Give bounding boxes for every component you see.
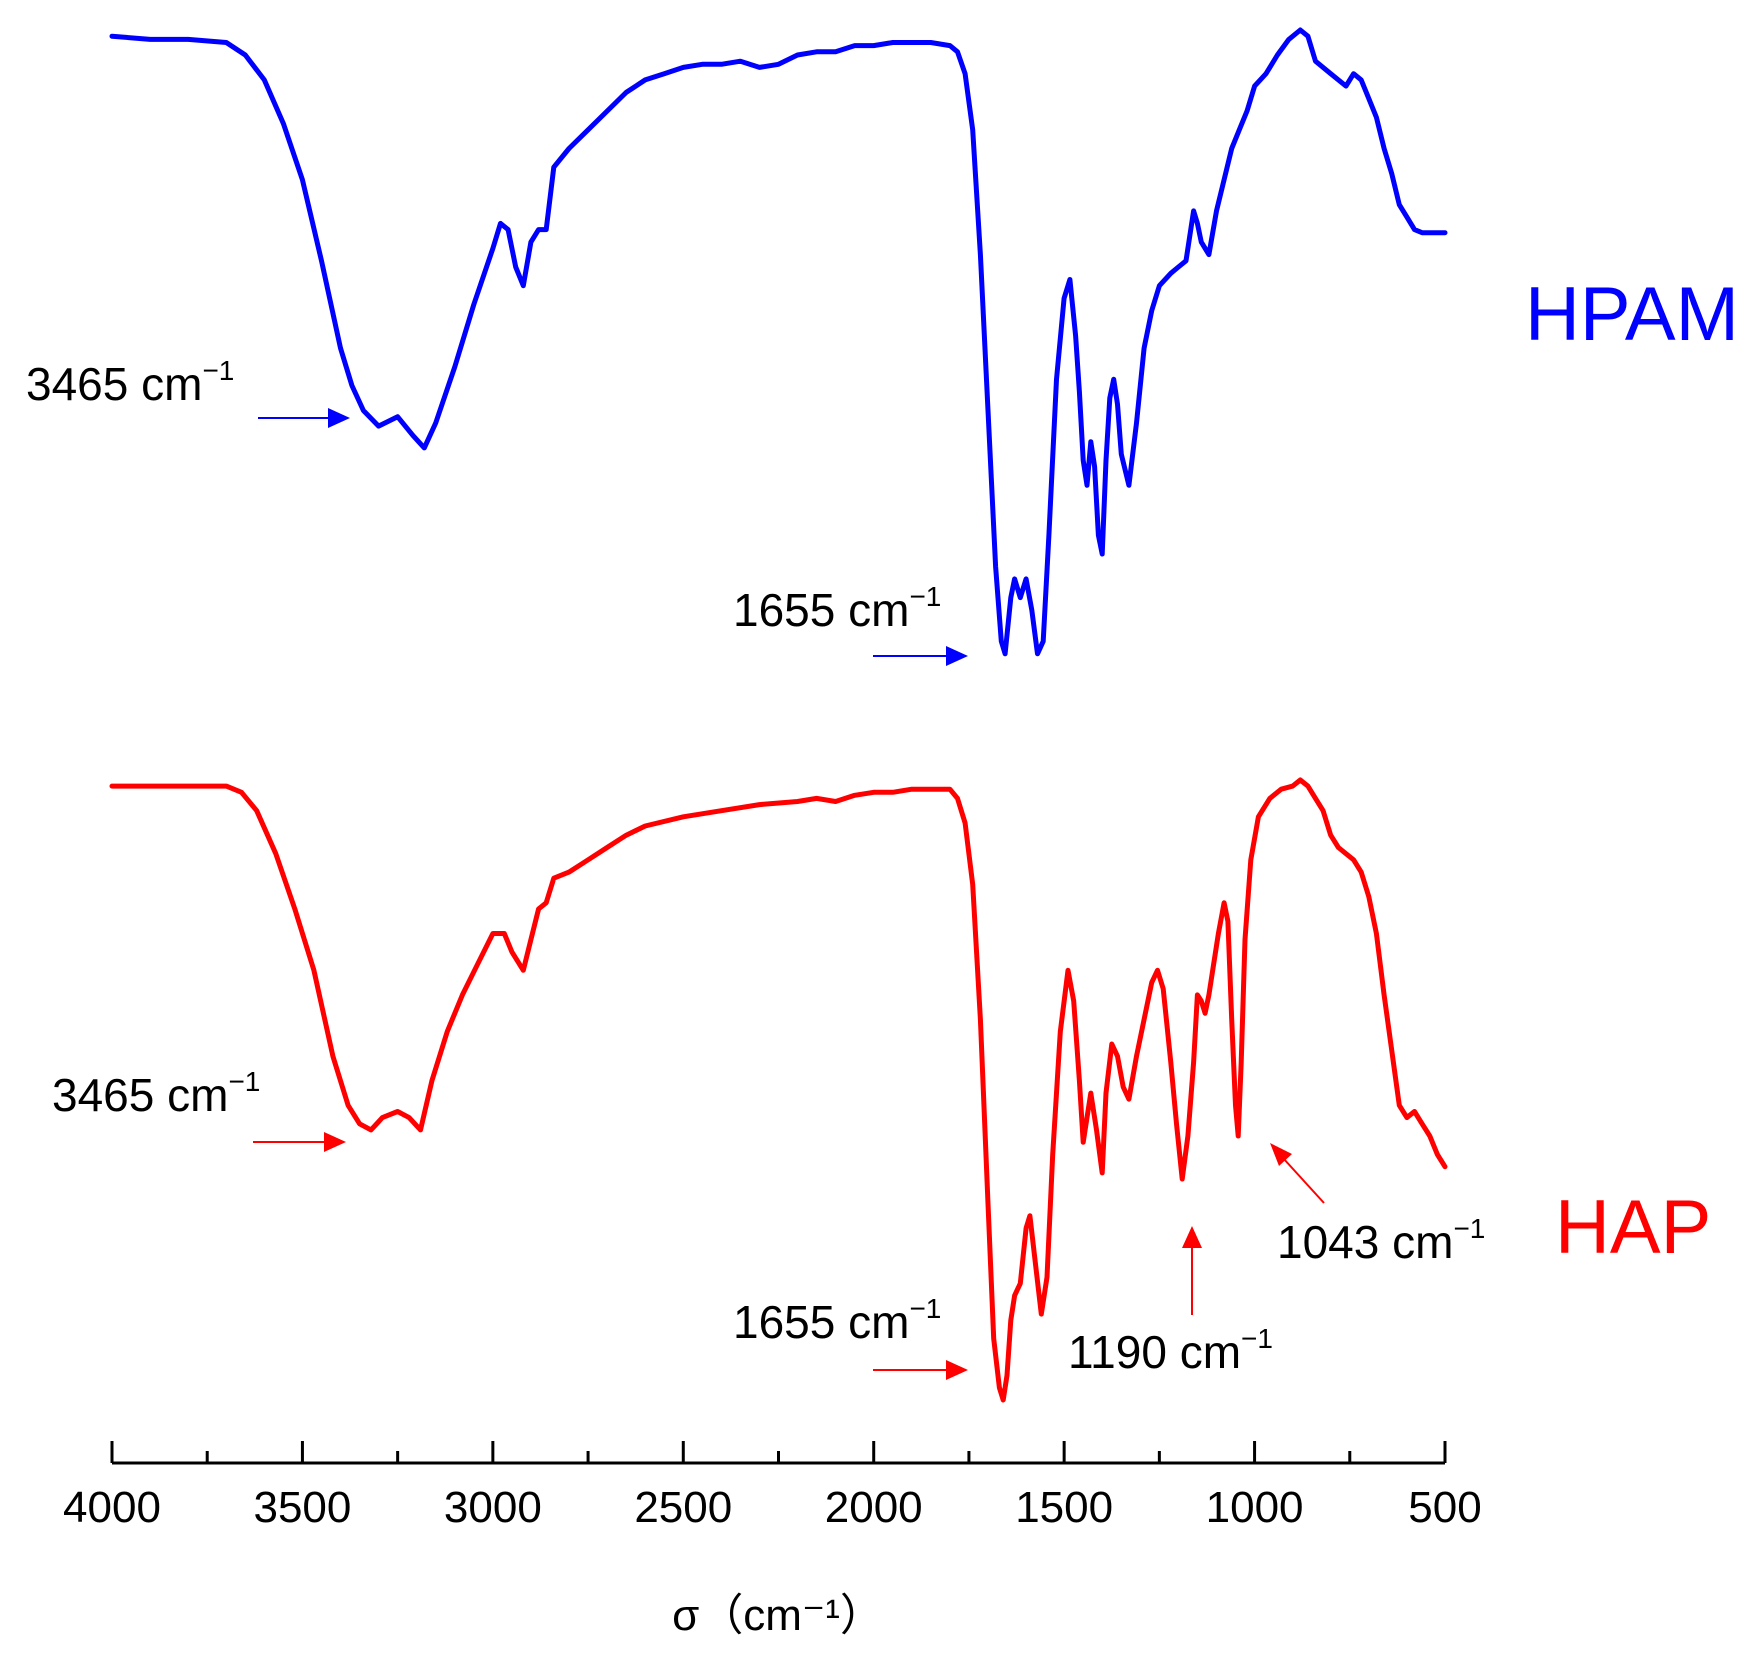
x-axis: 4000 3500 3000 2500 2000 1500 1000 500 xyxy=(63,1441,1482,1532)
svg-text:1655 cm−1: 1655 cm−1 xyxy=(733,1293,941,1348)
annotation-hpam-1655: 1655 cm−1 xyxy=(733,581,968,666)
x-tick-label: 4000 xyxy=(63,1483,161,1532)
annotation-hpam-3465: 3465 cm−1 xyxy=(26,355,350,428)
x-axis-title: σ（cm⁻¹） xyxy=(672,1591,884,1640)
x-tick-label: 1000 xyxy=(1206,1483,1304,1532)
x-tick-label: 3500 xyxy=(253,1483,351,1532)
annotation-hap-3465: 3465 cm−1 xyxy=(52,1066,346,1152)
svg-text:3465 cm−1: 3465 cm−1 xyxy=(52,1066,260,1121)
x-tick-label: 500 xyxy=(1408,1483,1481,1532)
series-line-hap xyxy=(109,777,1448,1403)
x-tick-label: 2500 xyxy=(634,1483,732,1532)
annotation-hap-1190: 1190 cm−1 xyxy=(1068,1226,1273,1378)
svg-text:1190 cm−1: 1190 cm−1 xyxy=(1068,1323,1273,1378)
series-layer xyxy=(109,27,1448,1403)
annotation-label: 3465 cm xyxy=(52,1069,228,1121)
annotation-hap-1043: 1043 cm−1 xyxy=(1270,1143,1485,1268)
svg-text:3465 cm−1: 3465 cm−1 xyxy=(26,355,234,410)
x-tick-label: 3000 xyxy=(444,1483,542,1532)
arrow-head xyxy=(1182,1226,1202,1248)
annotation-label: 1655 cm xyxy=(733,584,909,636)
svg-text:1655 cm−1: 1655 cm−1 xyxy=(733,581,941,636)
annotation-label: 3465 cm xyxy=(26,358,202,410)
annotation-sup: −1 xyxy=(228,1066,260,1097)
x-tick-label: 2000 xyxy=(825,1483,923,1532)
arrow-head xyxy=(946,646,968,666)
annotation-sup: −1 xyxy=(202,355,234,386)
svg-text:1043 cm−1: 1043 cm−1 xyxy=(1277,1213,1485,1268)
arrow-head xyxy=(324,1132,346,1152)
annotation-sup: −1 xyxy=(1241,1323,1273,1354)
annotation-sup: −1 xyxy=(909,1293,941,1324)
arrow-head xyxy=(946,1360,968,1380)
annotation-sup: −1 xyxy=(1453,1213,1485,1244)
arrow-head xyxy=(1270,1143,1292,1166)
annotation-sup: −1 xyxy=(909,581,941,612)
annotation-label: 1043 cm xyxy=(1277,1216,1453,1268)
annotation-label: 1655 cm xyxy=(733,1296,909,1348)
annotation-hap-1655: 1655 cm−1 xyxy=(733,1293,968,1380)
x-tick-label: 1500 xyxy=(1015,1483,1113,1532)
x-axis-ticks: 4000 3500 3000 2500 2000 1500 1000 500 xyxy=(63,1441,1482,1532)
series-label-hap: HAP xyxy=(1555,1185,1711,1270)
annotation-label: 1190 cm xyxy=(1068,1326,1241,1378)
series-line-hpam xyxy=(109,27,1448,657)
series-label-hpam: HPAM xyxy=(1525,272,1739,357)
arrow-head xyxy=(328,408,350,428)
